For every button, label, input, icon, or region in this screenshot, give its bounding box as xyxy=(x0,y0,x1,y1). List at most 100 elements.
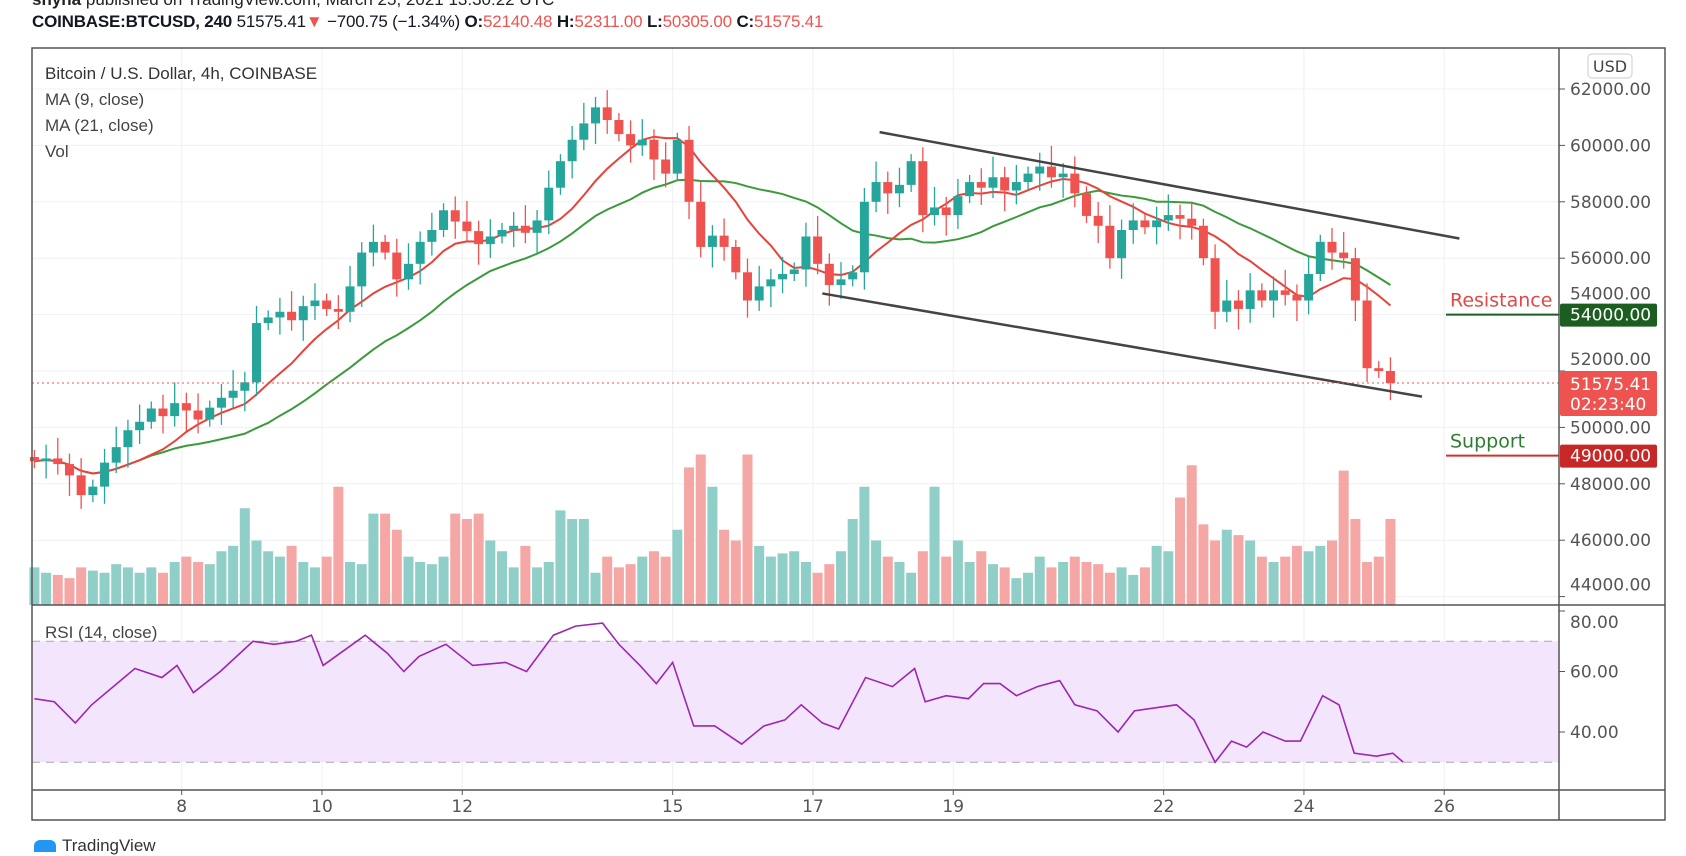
candle-body xyxy=(1046,166,1056,178)
price-axis[interactable]: 62000.00 60000.00 58000.00 56000.00 54000.00… xyxy=(176,53,1657,817)
volume-bar xyxy=(836,551,847,605)
volume-bar xyxy=(964,562,975,605)
high-value: 52311.00 xyxy=(574,12,643,31)
candle-body xyxy=(859,201,869,273)
candle-body xyxy=(976,182,986,188)
legend-ma9[interactable]: MA (9, close) xyxy=(45,90,144,109)
volume-bar xyxy=(1104,572,1115,605)
candle-body xyxy=(403,263,413,280)
candle-body xyxy=(801,236,811,270)
volume-bar xyxy=(1081,562,1092,605)
volume-bar xyxy=(637,556,648,605)
candle xyxy=(392,238,402,297)
candle xyxy=(193,393,203,434)
price-tick-label: 62000.00 xyxy=(1570,80,1651,100)
candle-body xyxy=(1105,225,1115,259)
volume-bar xyxy=(157,572,168,605)
volume-bar xyxy=(438,556,449,605)
candle-body xyxy=(742,272,752,301)
candle-body xyxy=(53,458,63,465)
volume-bar xyxy=(286,545,297,605)
brand-name: TradingView xyxy=(62,836,156,855)
candle xyxy=(216,383,226,425)
legend-vol[interactable]: Vol xyxy=(45,142,69,161)
volume-bar xyxy=(169,562,180,605)
candle xyxy=(520,205,530,244)
legend-ma21[interactable]: MA (21, close) xyxy=(45,116,154,135)
candle xyxy=(298,295,308,341)
down-triangle-icon: ▼ xyxy=(305,12,323,31)
legend-rsi[interactable]: RSI (14, close) xyxy=(45,623,157,642)
volume-bar xyxy=(333,486,344,605)
candle-body xyxy=(965,182,975,197)
candles xyxy=(29,90,1395,509)
candle-body xyxy=(1233,300,1243,309)
volume-bar xyxy=(543,562,554,605)
last-price-tag xyxy=(1560,370,1657,416)
price-tick-label: 44000.00 xyxy=(1570,576,1651,596)
upper-channel-trendline xyxy=(879,130,1460,240)
candle xyxy=(1011,164,1021,205)
volume-bar xyxy=(871,540,882,605)
candle-body xyxy=(64,464,74,476)
symbol-info: COINBASE:BTCUSD, 240 51575.41▼ −700.75 (… xyxy=(32,12,824,32)
candle-body xyxy=(181,403,191,411)
candle-body xyxy=(1269,290,1279,301)
candle xyxy=(742,258,752,318)
candle-body xyxy=(520,225,530,233)
volume-bar xyxy=(239,508,250,605)
candle xyxy=(672,132,682,181)
published-text: published on TradingView.com, March 25, … xyxy=(86,0,554,9)
volume-bar xyxy=(625,564,636,605)
volume-bar xyxy=(122,567,133,605)
volume-bar xyxy=(648,551,659,605)
volume-bar xyxy=(567,519,578,605)
candle xyxy=(626,120,636,163)
candle xyxy=(228,370,238,409)
time-tick-label: 26 xyxy=(1433,797,1455,817)
rsi-tick-label: 40.00 xyxy=(1570,723,1619,743)
candle-body xyxy=(111,447,121,463)
candle-body xyxy=(766,279,776,287)
volume-bar xyxy=(987,564,998,605)
candle xyxy=(859,187,869,290)
resistance-price-tag xyxy=(1560,303,1657,327)
candle-body xyxy=(1245,290,1255,309)
candle-body xyxy=(474,231,484,245)
candle xyxy=(988,156,998,199)
candle-body xyxy=(591,107,601,124)
candle xyxy=(1093,202,1103,243)
volume-bar xyxy=(426,564,437,605)
resistance-label: Resistance xyxy=(1450,290,1552,312)
candle-body xyxy=(497,230,507,237)
candle xyxy=(485,219,495,258)
volume-bar xyxy=(1116,567,1127,605)
candle xyxy=(731,239,741,280)
candle-body xyxy=(1187,218,1197,226)
candle-body xyxy=(1011,182,1021,191)
candle-body xyxy=(392,252,402,280)
candle-body xyxy=(298,306,308,321)
candle xyxy=(1327,228,1337,270)
volume-bar xyxy=(1128,574,1139,605)
candle-body xyxy=(894,184,904,194)
volume-bar xyxy=(251,540,262,605)
volume-bar xyxy=(999,567,1010,605)
candle-body xyxy=(462,221,472,232)
volume-bar xyxy=(415,562,426,605)
volume-bar xyxy=(800,562,811,605)
candle xyxy=(439,203,449,238)
candle-body xyxy=(883,182,893,194)
legend-title: Bitcoin / U.S. Dollar, 4h, COINBASE xyxy=(45,64,317,83)
candle-body xyxy=(170,403,180,417)
candle-body xyxy=(193,410,203,420)
candle xyxy=(813,215,823,275)
volume-bar xyxy=(403,556,414,605)
candle-body xyxy=(567,139,577,162)
volume-bar xyxy=(1163,551,1174,605)
candle xyxy=(1070,156,1080,208)
candle-body xyxy=(228,390,238,398)
volume-bar xyxy=(1175,497,1186,605)
candle-body xyxy=(415,241,425,264)
